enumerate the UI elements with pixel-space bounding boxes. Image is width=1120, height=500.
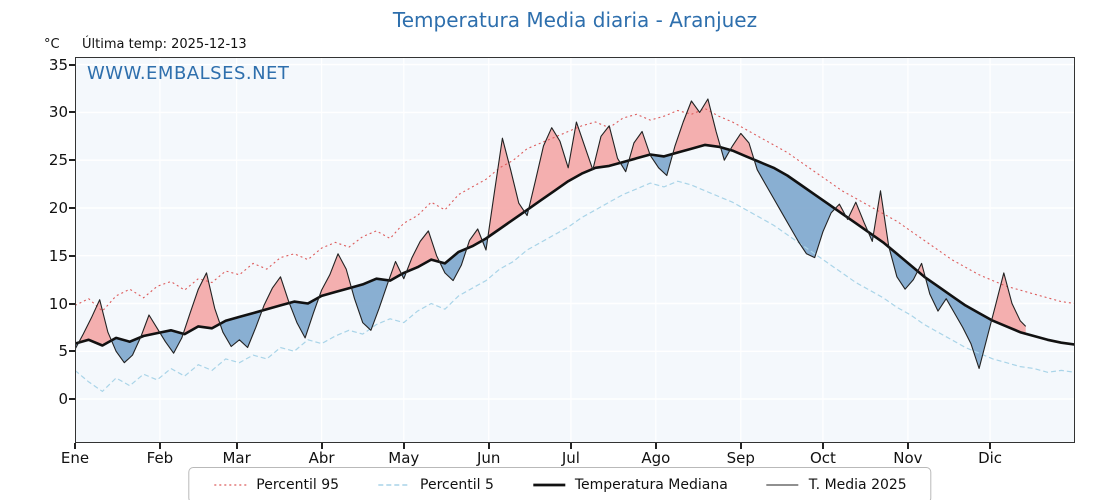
x-tick-label: Jun [476,449,501,467]
x-tick-label: Mar [222,449,251,467]
chart-canvas [74,57,1076,443]
x-tick-mark [989,443,992,449]
legend-label-t-media-2025: T. Media 2025 [808,477,907,493]
x-tick-label: Abr [308,449,335,467]
legend-item-percentil-95: Percentil 95 [213,477,339,493]
legend-swatch-mediana [532,483,565,487]
legend-label-mediana: Temperatura Mediana [574,477,728,493]
y-tick-mark [69,254,75,257]
y-tick-mark [69,398,75,401]
legend-label-percentil-5: Percentil 5 [420,477,494,493]
x-tick-label: Oct [809,449,836,467]
y-tick-label: 30 [48,103,68,122]
y-tick-mark [69,302,75,305]
last-temp-label: Última temp: 2025-12-13 [82,37,247,52]
legend-item-percentil-5: Percentil 5 [377,477,494,493]
x-tick-mark [74,443,76,449]
x-tick-label: Dic [978,449,1003,467]
y-tick-label: 25 [48,151,68,170]
legend-swatch-percentil-5 [378,484,411,486]
x-tick-mark [320,443,323,449]
x-tick-label: Nov [893,449,923,467]
y-tick-mark [69,111,75,114]
x-tick-mark [654,443,657,449]
y-tick-mark [69,350,75,353]
x-tick-label: Ago [641,449,671,467]
chart-title: Temperatura Media diaria - Aranjuez [392,8,758,32]
x-tick-mark [739,443,742,449]
legend: Percentil 95 Percentil 5 Temperatura Media… [188,467,932,500]
x-tick-mark [821,443,824,449]
y-tick-mark [69,159,75,162]
legend-label-percentil-95: Percentil 95 [256,477,340,493]
y-tick-mark [69,206,75,209]
x-tick-mark [158,443,161,449]
legend-item-t-media-2025: T. Media 2025 [766,477,907,493]
x-tick-label: Ene [60,449,90,467]
legend-item-mediana: Temperatura Mediana [532,477,728,493]
y-tick-label: 0 [58,390,68,409]
y-tick-label: 15 [48,246,68,265]
legend-swatch-t-media-2025 [766,484,799,486]
y-axis-units-label: °C [44,37,60,52]
y-tick-label: 5 [58,342,68,361]
plot-area: WWW.EMBALSES.NET [74,57,1076,443]
y-tick-label: 10 [48,294,68,313]
y-tick-label: 20 [48,198,68,217]
y-tick-mark [69,63,75,66]
y-tick-label: 35 [48,55,68,74]
x-tick-mark [402,443,405,449]
x-tick-label: Jul [561,449,580,467]
x-tick-mark [906,443,909,449]
x-tick-label: Feb [146,449,174,467]
x-tick-label: Sep [726,449,755,467]
x-tick-mark [487,443,490,449]
x-tick-label: May [388,449,420,467]
watermark: WWW.EMBALSES.NET [87,63,290,84]
x-tick-mark [235,443,238,449]
legend-swatch-percentil-95 [214,484,247,486]
x-tick-mark [569,443,572,449]
